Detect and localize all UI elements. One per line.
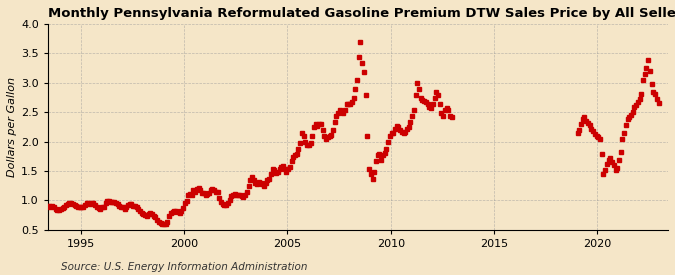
- Y-axis label: Dollars per Gallon: Dollars per Gallon: [7, 77, 17, 177]
- Text: Monthly Pennsylvania Reformulated Gasoline Premium DTW Sales Price by All Seller: Monthly Pennsylvania Reformulated Gasoli…: [48, 7, 675, 20]
- Text: Source: U.S. Energy Information Administration: Source: U.S. Energy Information Administ…: [61, 262, 307, 272]
